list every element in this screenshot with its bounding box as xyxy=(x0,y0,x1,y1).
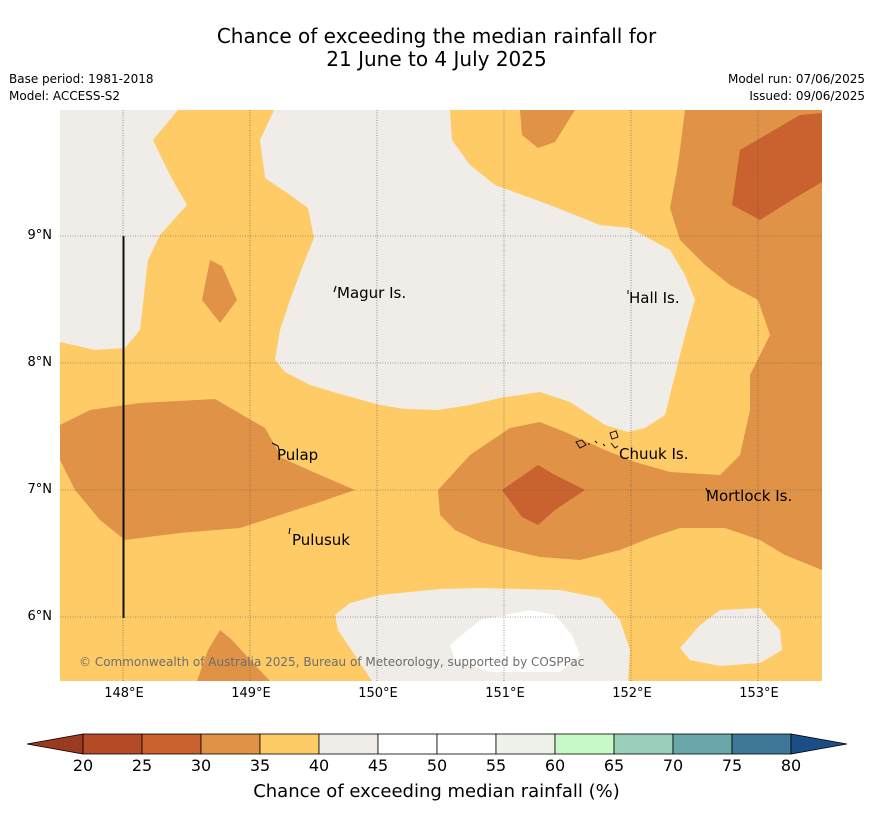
rainfall-map: Magur Is. Hall Is. Pulap Chuuk Is. Mortl… xyxy=(60,110,822,681)
colorbar-cell xyxy=(436,733,497,755)
colorbar-tick: 20 xyxy=(72,756,94,775)
colorbar-tick: 45 xyxy=(367,756,389,775)
x-tick-151e: 151°E xyxy=(485,686,525,701)
colorbar-cell xyxy=(495,733,556,755)
model-run: Model run: 07/06/2025 xyxy=(727,72,865,86)
chuuk-island-shapes xyxy=(575,430,619,449)
meta-right: Model run: 07/06/2025 Issued: 09/06/2025 xyxy=(728,71,865,105)
x-tick-153e: 153°E xyxy=(739,686,779,701)
label-pulap: Pulap xyxy=(277,446,318,464)
colorbar-under-arrow xyxy=(26,733,84,755)
colorbar-cell xyxy=(82,733,143,755)
colorbar-over-arrow xyxy=(790,733,848,755)
map-zone-30-upper-left xyxy=(202,260,237,323)
y-tick-6n: 6°N xyxy=(27,609,53,624)
colorbar-cell xyxy=(259,733,320,755)
label-mortlock: Mortlock Is. xyxy=(706,487,792,505)
map-zone-40-northwest xyxy=(60,110,187,350)
colorbar-cell xyxy=(554,733,615,755)
colorbar xyxy=(26,733,848,755)
map-zone-30-west xyxy=(60,399,355,540)
colorbar-tick: 30 xyxy=(190,756,212,775)
chart-title-line1: Chance of exceeding the median rainfall … xyxy=(216,24,657,48)
colorbar-cell xyxy=(672,733,733,755)
x-tick-148e: 148°E xyxy=(104,686,144,701)
map-zone-50-south xyxy=(450,610,580,672)
label-chuuk: Chuuk Is. xyxy=(619,445,688,463)
model-name: Model: ACCESS-S2 xyxy=(9,89,121,103)
colorbar-cell xyxy=(141,733,202,755)
colorbar-tick: 60 xyxy=(544,756,566,775)
x-tick-149e: 149°E xyxy=(231,686,271,701)
colorbar-tick: 75 xyxy=(721,756,743,775)
map-zone-40-north-central xyxy=(260,110,695,432)
colorbar-cell xyxy=(318,733,379,755)
issued-date: Issued: 09/06/2025 xyxy=(749,89,865,103)
label-hall: Hall Is. xyxy=(629,289,680,307)
map-zone-40-southeast xyxy=(680,608,782,666)
map-zone-30-central xyxy=(438,110,822,570)
x-tick-152e: 152°E xyxy=(612,686,652,701)
base-period: Base period: 1981-2018 xyxy=(9,72,154,86)
colorbar-tick: 50 xyxy=(426,756,448,775)
map-zone-25-east xyxy=(732,113,822,220)
chart-title-line2: 21 June to 4 July 2025 xyxy=(326,47,547,71)
colorbar-tick: 80 xyxy=(780,756,802,775)
colorbar-cell xyxy=(731,733,792,755)
label-magur: Magur Is. xyxy=(337,284,406,302)
pulap-island-shape xyxy=(271,442,280,451)
colorbar-tick: 70 xyxy=(662,756,684,775)
pulusuk-island-shape xyxy=(288,527,291,535)
colorbar-cell xyxy=(377,733,438,755)
magur-island-shape xyxy=(333,285,337,293)
map-zone-30-top-notch xyxy=(520,110,575,148)
map-zone-30-bottom-left xyxy=(197,630,270,681)
colorbar-label: Chance of exceeding median rainfall (%) xyxy=(253,781,620,802)
colorbar-tick: 55 xyxy=(485,756,507,775)
colorbar-cell xyxy=(613,733,674,755)
x-tick-150e: 150°E xyxy=(358,686,398,701)
colorbar-tick: 40 xyxy=(308,756,330,775)
mortlock-island-shape xyxy=(705,487,709,494)
meta-left: Base period: 1981-2018 Model: ACCESS-S2 xyxy=(9,71,154,105)
colorbar-tick: 35 xyxy=(249,756,271,775)
label-pulusuk: Pulusuk xyxy=(292,531,350,549)
map-zone-25-central xyxy=(502,465,585,525)
copyright-notice: © Commonwealth of Australia 2025, Bureau… xyxy=(79,655,584,669)
colorbar-tick: 25 xyxy=(131,756,153,775)
y-tick-8n: 8°N xyxy=(27,355,53,370)
y-tick-9n: 9°N xyxy=(27,228,53,243)
y-tick-7n: 7°N xyxy=(27,482,53,497)
colorbar-tick: 65 xyxy=(603,756,625,775)
colorbar-cell xyxy=(200,733,261,755)
